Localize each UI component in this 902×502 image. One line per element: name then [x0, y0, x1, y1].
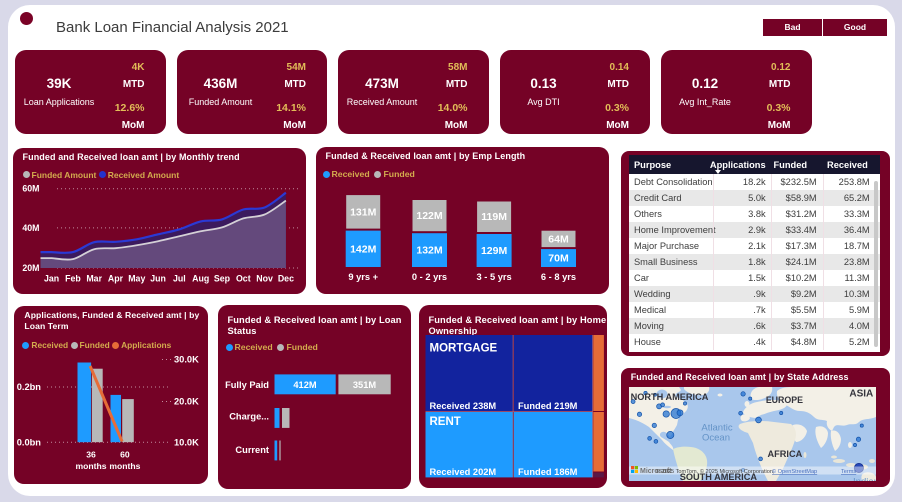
svg-text:Received 238M: Received 238M [429, 401, 496, 411]
svg-text:142M: 142M [350, 243, 377, 255]
svg-text:0.0bn: 0.0bn [17, 437, 42, 447]
svg-text:40M: 40M [22, 222, 39, 232]
svg-text:351M: 351M [352, 380, 376, 390]
svg-text:30.0K: 30.0K [174, 355, 199, 365]
svg-text:Atlantic: Atlantic [701, 423, 732, 434]
svg-text:6 - 8 yrs: 6 - 8 yrs [540, 272, 575, 282]
svg-text:131M: 131M [350, 206, 377, 218]
svg-text:RENT: RENT [429, 416, 460, 428]
svg-text:Jan: Jan [44, 273, 59, 283]
svg-text:Funded 219M: Funded 219M [518, 401, 578, 411]
svg-text:Indian: Indian [853, 477, 876, 482]
svg-text:Microsoft: Microsoft [640, 468, 672, 475]
svg-text:119M: 119M [481, 211, 507, 223]
svg-text:64M: 64M [548, 233, 569, 245]
svg-text:months: months [110, 461, 141, 471]
svg-text:Received 202M: Received 202M [429, 467, 496, 477]
svg-text:10.0K: 10.0K [174, 437, 199, 447]
svg-text:months: months [76, 461, 107, 471]
svg-text:Apr: Apr [107, 273, 123, 283]
svg-text:Current: Current [235, 445, 269, 455]
svg-text:Ocean: Ocean [702, 433, 730, 444]
svg-text:20M: 20M [22, 263, 39, 273]
svg-text:70M: 70M [548, 253, 569, 265]
svg-text:Mar: Mar [86, 273, 102, 283]
svg-text:Aug: Aug [192, 273, 209, 283]
svg-text:NORTH AMERICA: NORTH AMERICA [630, 392, 708, 402]
svg-text:SOUTH AMERICA: SOUTH AMERICA [679, 472, 757, 481]
svg-text:Oct: Oct [235, 273, 250, 283]
svg-text:AFRICA: AFRICA [767, 449, 802, 459]
svg-text:9 yrs +: 9 yrs + [348, 272, 378, 282]
svg-text:122M: 122M [416, 210, 443, 222]
svg-text:Jul: Jul [173, 273, 186, 283]
svg-text:Sep: Sep [213, 273, 230, 283]
svg-text:60M: 60M [22, 183, 39, 193]
svg-text:132M: 132M [416, 245, 443, 257]
svg-text:20.0K: 20.0K [174, 397, 199, 407]
svg-text:EUROPE: EUROPE [766, 395, 803, 405]
svg-text:MORTGAGE: MORTGAGE [429, 343, 497, 355]
svg-text:36: 36 [87, 450, 97, 460]
svg-text:129M: 129M [480, 245, 507, 257]
svg-text:© OpenStreetMap: © OpenStreetMap [772, 468, 817, 475]
svg-text:3 - 5 yrs: 3 - 5 yrs [476, 272, 511, 282]
svg-text:Fully Paid: Fully Paid [225, 380, 269, 390]
svg-text:0 - 2 yrs: 0 - 2 yrs [411, 272, 446, 282]
svg-text:Charge...: Charge... [229, 412, 269, 422]
svg-text:Terms: Terms [841, 469, 856, 475]
svg-text:Dec: Dec [277, 273, 293, 283]
svg-text:412M: 412M [293, 380, 317, 390]
svg-text:Funded 186M: Funded 186M [518, 467, 578, 477]
svg-text:May: May [128, 273, 145, 283]
svg-text:© 2025 TomTom, © 2025 Microsof: © 2025 TomTom, © 2025 Microsoft Corporat… [656, 468, 775, 475]
svg-text:60: 60 [121, 450, 131, 460]
svg-text:ASIA: ASIA [849, 389, 873, 400]
svg-text:Nov: Nov [256, 273, 273, 283]
svg-text:0.2bn: 0.2bn [17, 382, 42, 392]
svg-text:Jun: Jun [150, 273, 166, 283]
svg-text:Feb: Feb [65, 273, 81, 283]
